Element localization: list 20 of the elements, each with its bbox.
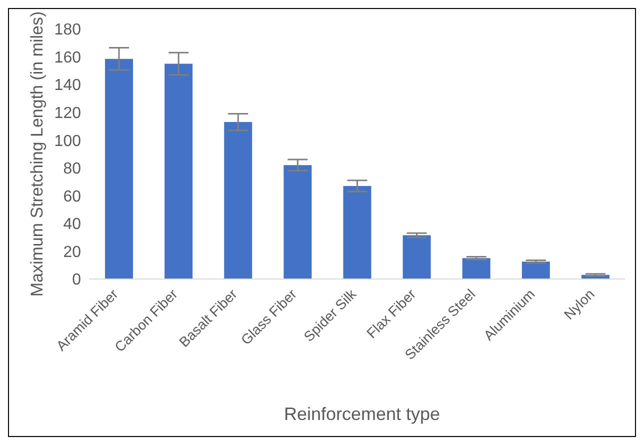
y-tick-label: 160 [54,49,82,66]
y-tick-label: 60 [63,188,82,206]
y-tick-label: 0 [72,272,82,289]
y-tick-label: 120 [54,105,82,122]
bar [522,262,550,279]
bar [164,64,193,279]
bar [462,258,490,279]
bar [343,186,372,279]
y-axis-title: Maximum Stretching Length (in miles) [28,11,46,297]
y-tick-label: 180 [54,22,82,39]
y-tick-label: 80 [63,160,82,178]
bar [284,165,312,279]
bar [224,122,252,279]
y-tick-label: 100 [54,132,82,150]
y-tick-label: 40 [63,216,82,234]
y-tick-label: 140 [54,77,82,94]
bar [402,235,431,279]
y-tick-label: 20 [63,244,82,261]
x-axis-title: Reinforcement type [282,404,442,425]
bar [105,58,133,279]
